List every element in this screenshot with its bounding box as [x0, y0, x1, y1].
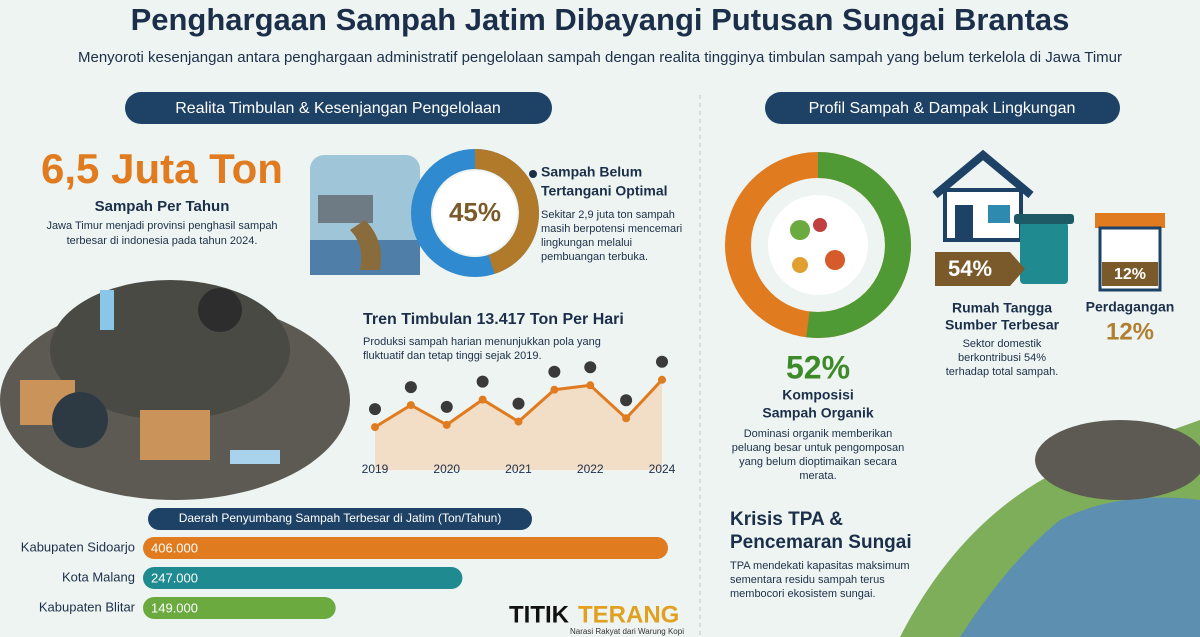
bar: [143, 537, 668, 559]
trade-title: Perdagangan: [1086, 299, 1175, 315]
trash-bag-icon: [512, 397, 525, 410]
river-illustration: [900, 420, 1200, 637]
trend-point: [442, 420, 451, 429]
trend-desc: Produksi sampah harian menunjukkan pola …: [363, 336, 601, 348]
bar-value-label: 247.000: [151, 570, 198, 585]
crisis-desc: sementara residu sampah terus: [730, 574, 885, 586]
crisis-desc: TPA mendekati kapasitas maksimum: [730, 560, 910, 572]
crisis-desc: membocori ekosistem sungai.: [730, 588, 876, 600]
trend-point: [622, 414, 631, 423]
trade-badge: [1102, 262, 1158, 286]
household-desc: Sektor domestik: [963, 338, 1042, 350]
donut-desc: peluang besar untuk pengomposan: [732, 442, 904, 454]
callout-dot: [529, 170, 537, 178]
subtitle: Menyoroti kesenjangan antara penghargaan…: [78, 49, 1122, 66]
trend-title: Tren Timbulan 13.417 Ton Per Hari: [363, 311, 624, 328]
trash-bag-icon: [476, 375, 489, 388]
trend-point: [658, 375, 666, 384]
trend-point: [586, 381, 595, 390]
crisis-title: Krisis TPA &: [730, 509, 843, 530]
donut-segment: [725, 152, 911, 338]
trash-bag-icon: [620, 394, 633, 407]
household-desc: berkontribusi 54%: [958, 352, 1046, 364]
big-number: 6,5 Juta Ton: [41, 145, 283, 192]
x-label: 2020: [433, 462, 460, 476]
household-label: 54%: [948, 256, 992, 281]
donut-desc: Sekitar 2,9 juta ton sampah: [541, 209, 675, 221]
bar-category: Kabupaten Blitar: [39, 599, 136, 614]
trend-point: [550, 385, 559, 394]
household-title: Rumah Tangga: [952, 300, 1052, 316]
bar-value-label: 406.000: [151, 540, 198, 555]
donut-hole: [433, 171, 517, 255]
donut-desc: merata.: [799, 470, 836, 482]
donut-desc: pembuangan terbuka.: [541, 251, 648, 263]
household-badge: [935, 252, 1025, 286]
heading: Profil Sampah & Dampak Lingkungan: [809, 100, 1076, 117]
trend-point: [371, 423, 379, 432]
heading-pill: [125, 92, 552, 124]
household-title: Sumber Terbesar: [945, 317, 1060, 333]
donut-title: Sampah Belum: [541, 164, 642, 180]
bar: [143, 597, 336, 619]
trend-point: [406, 401, 415, 410]
tagline: Narasi Rakyat dari Warung Kopi: [570, 627, 684, 636]
big-sub: Sampah Per Tahun: [95, 198, 230, 215]
bars-title: Daerah Penyumbang Sampah Terbesar di Jat…: [179, 511, 502, 525]
donut-desc: Dominasi organik memberikan: [744, 428, 893, 440]
bar-category: Kota Malang: [62, 569, 135, 584]
bars-pill: [148, 508, 532, 530]
x-label: 2022: [577, 462, 604, 476]
trade-big: 12%: [1106, 318, 1154, 345]
donut-title: Tertangani Optimal: [541, 183, 668, 199]
donut-title: Sampah Organik: [762, 405, 873, 421]
trade-label: 12%: [1114, 266, 1146, 283]
x-label: 2021: [505, 462, 532, 476]
donut-segment: [411, 149, 539, 277]
trash-pile: [0, 280, 350, 500]
organic-icons: [768, 195, 868, 295]
trash-bag-icon: [404, 381, 417, 394]
heading-pill: [765, 92, 1120, 124]
trash-bag-icon: [548, 365, 561, 378]
bar-category: Kabupaten Sidoarjo: [21, 539, 135, 554]
trash-bag-icon: [369, 403, 381, 416]
big-desc: Jawa Timur menjadi provinsi penghasil sa…: [46, 220, 277, 232]
title: Penghargaan Sampah Jatim Dibayangi Putus…: [131, 2, 1070, 37]
x-label: 2019: [362, 462, 389, 476]
bar: [143, 567, 463, 589]
trash-bag-icon: [656, 355, 668, 368]
donut-desc: lingkungan melalui: [541, 237, 632, 249]
logo: TITIK: [509, 601, 570, 628]
pipe-illustration: [310, 155, 420, 275]
trend-point: [514, 417, 523, 426]
trash-bag-icon: [584, 361, 597, 374]
trend-point: [478, 395, 487, 404]
x-label: 2024: [649, 462, 676, 476]
trend-desc: fluktuatif dan tetap tinggi sejak 2019.: [363, 350, 542, 362]
crisis-title: Pencemaran Sungai: [730, 532, 912, 553]
household-desc: terhadap total sampah.: [946, 366, 1059, 378]
donut-label: 52%: [786, 349, 850, 385]
donut-title: Komposisi: [782, 387, 854, 403]
heading: Realita Timbulan & Kesenjangan Pengelola…: [175, 100, 501, 117]
donut-desc: yang belum dioptimaikan secara: [739, 456, 898, 468]
logo: TERANG: [578, 601, 679, 628]
donut-desc: masih berpotensi mencemari: [541, 223, 682, 235]
big-desc: terbesar di indonesia pada tahun 2024.: [67, 235, 258, 247]
bar-value-label: 149.000: [151, 600, 198, 615]
trash-bag-icon: [440, 400, 453, 413]
house-icon: [932, 149, 1074, 284]
donut-label: 45%: [449, 197, 501, 227]
